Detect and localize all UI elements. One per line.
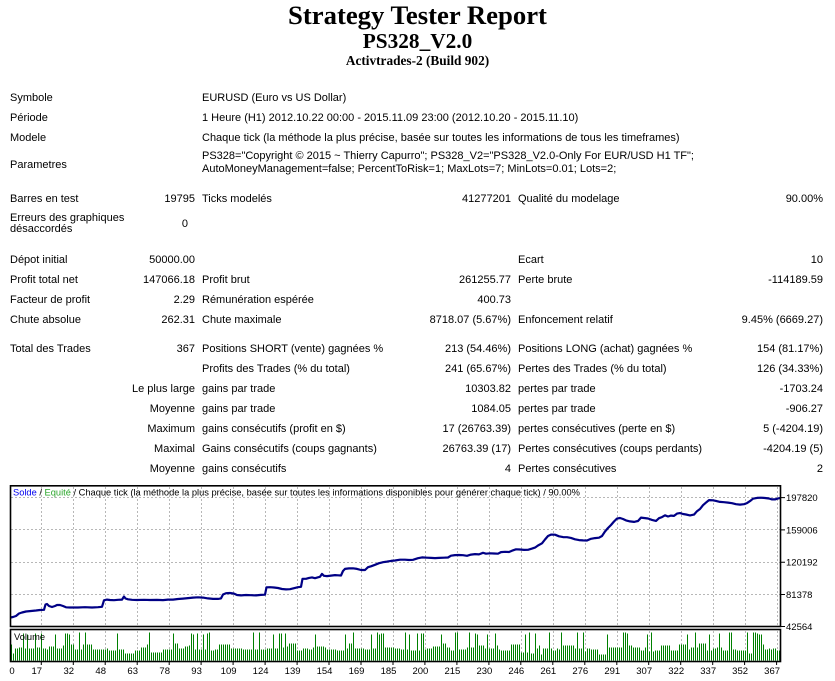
svg-text:200: 200 [412,666,428,677]
svg-text:276: 276 [572,666,588,677]
svg-text:139: 139 [285,666,301,677]
svg-text:32: 32 [64,666,75,677]
svg-text:93: 93 [191,666,202,677]
svg-text:0: 0 [9,666,14,677]
svg-text:78: 78 [159,666,170,677]
svg-text:81378: 81378 [786,590,812,601]
svg-text:215: 215 [444,666,460,677]
svg-text:367: 367 [764,666,780,677]
svg-text:352: 352 [732,666,748,677]
svg-text:17: 17 [32,666,43,677]
svg-text:154: 154 [317,666,333,677]
svg-text:63: 63 [127,666,138,677]
svg-text:185: 185 [381,666,397,677]
svg-text:Solde / Equité / Chaque tick (: Solde / Equité / Chaque tick (la méthode… [13,488,580,498]
svg-text:48: 48 [95,666,106,677]
svg-text:246: 246 [508,666,524,677]
svg-text:159006: 159006 [786,525,818,536]
svg-text:322: 322 [668,666,684,677]
svg-text:337: 337 [700,666,716,677]
svg-text:124: 124 [253,666,269,677]
svg-text:109: 109 [221,666,237,677]
svg-text:197820: 197820 [786,493,818,504]
svg-text:169: 169 [349,666,365,677]
svg-text:307: 307 [636,666,652,677]
svg-text:Volume: Volume [14,632,45,642]
svg-text:42564: 42564 [786,622,812,633]
svg-text:291: 291 [604,666,620,677]
svg-text:261: 261 [540,666,556,677]
svg-text:120192: 120192 [786,558,818,569]
svg-text:230: 230 [476,666,492,677]
